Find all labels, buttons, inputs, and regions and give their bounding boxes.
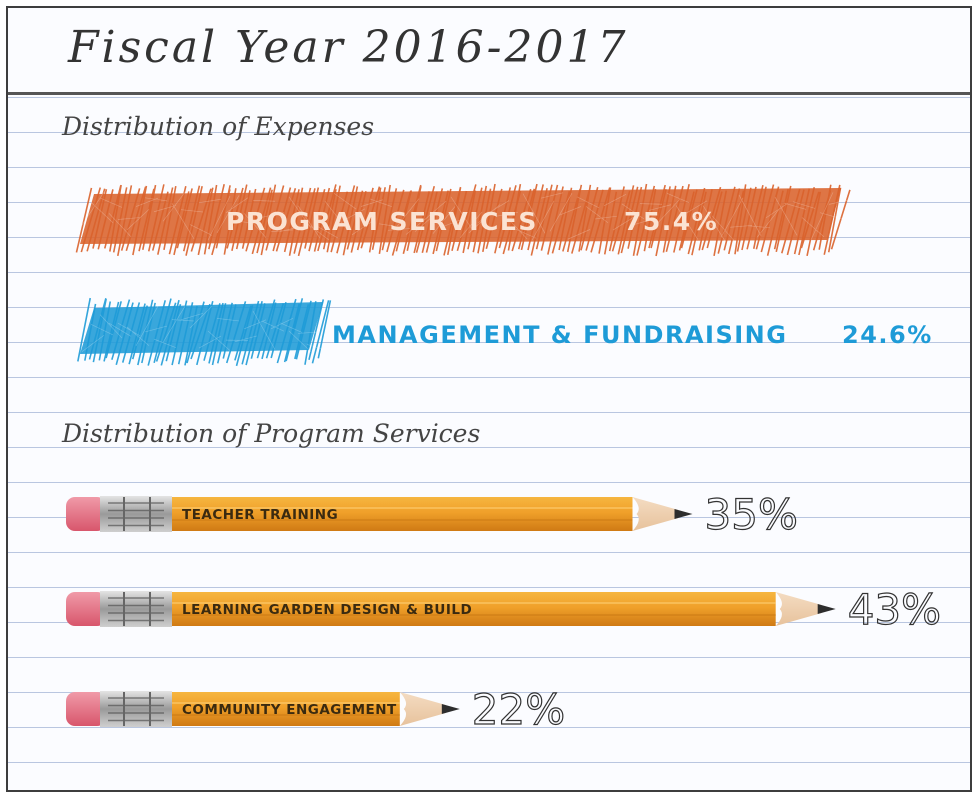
pencil-value-teacher-training: 35%: [705, 490, 798, 539]
pencil-eraser: [66, 692, 106, 726]
pencil-body: [172, 692, 400, 726]
pencil-body: [172, 592, 776, 626]
notebook-sheet: Fiscal Year 2016-2017: [6, 6, 972, 792]
pencil-ferrule: [100, 691, 172, 727]
pencil-eraser: [66, 497, 106, 531]
pencil-label-teacher-training: TEACHER TRAINING: [182, 507, 338, 523]
page-title: Fiscal Year 2016-2017: [68, 22, 629, 73]
program-services-section-title: Distribution of Program Services: [62, 419, 481, 448]
expense-bar-1: [77, 297, 332, 367]
expense-value-program-services: 75.4%: [624, 207, 718, 236]
expense-label-management-fundraising: MANAGEMENT & FUNDRAISING: [332, 321, 787, 349]
title-band: Fiscal Year 2016-2017: [8, 8, 970, 95]
pencil-wood-tip: [399, 692, 446, 726]
pencil-value-community-engagement: 22%: [472, 685, 565, 734]
pencil-teacher-training: TEACHER TRAINING 35%: [66, 489, 798, 540]
pencil-learning-garden-design-build: LEARNING GARDEN DESIGN & BUILD 43%: [66, 584, 942, 635]
pencil-graphite: [441, 704, 460, 714]
pencil-eraser: [66, 592, 106, 626]
expense-label-program-services: PROGRAM SERVICES: [226, 207, 538, 236]
expense-value-management-fundraising: 24.6%: [842, 321, 933, 349]
pencil-community-engagement: COMMUNITY ENGAGEMENT 22%: [66, 684, 566, 735]
pencil-wood-tip: [632, 497, 679, 531]
pencil-label-community-engagement: COMMUNITY ENGAGEMENT: [182, 702, 397, 718]
pencil-ferrule: [100, 496, 172, 532]
expenses-section-title: Distribution of Expenses: [62, 112, 375, 141]
pencil-value-learning-garden-design-build: 43%: [848, 585, 941, 634]
pencil-label-learning-garden-design-build: LEARNING GARDEN DESIGN & BUILD: [182, 602, 472, 618]
pencil-graphite: [674, 509, 693, 519]
pencil-ferrule: [100, 591, 172, 627]
pencil-wood-tip: [775, 592, 822, 626]
pencil-graphite: [817, 604, 836, 614]
pencil-body: [172, 497, 633, 531]
expense-bar-0: [75, 183, 852, 257]
